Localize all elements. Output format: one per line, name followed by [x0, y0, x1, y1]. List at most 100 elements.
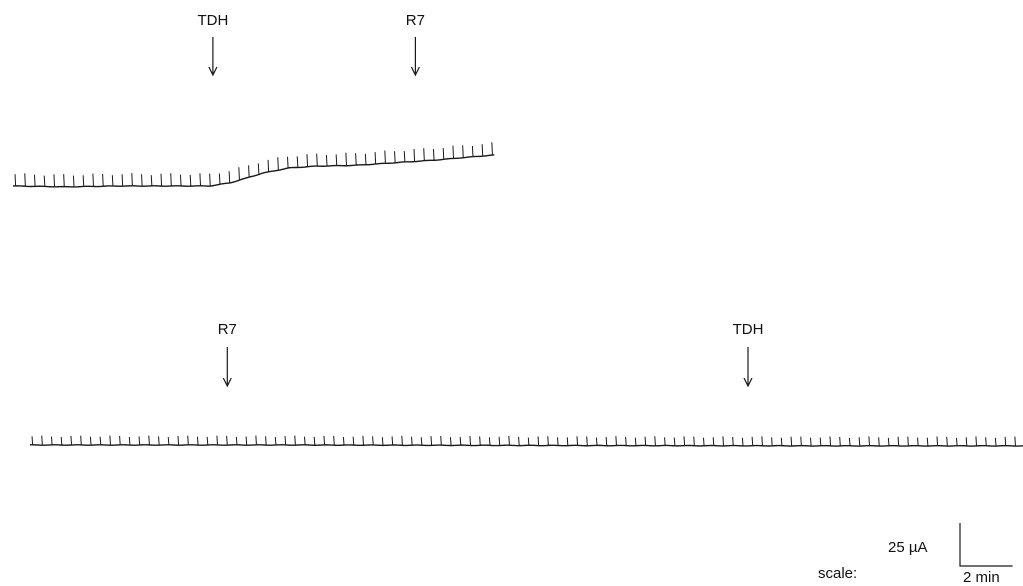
pulse-tick — [372, 436, 374, 446]
pulse-tick — [771, 437, 773, 446]
pulse-tick — [576, 436, 579, 446]
pulse-tick — [432, 149, 435, 161]
pulse-tick — [887, 437, 890, 446]
pulse-tick — [848, 437, 851, 446]
pulse-tick — [761, 436, 763, 446]
pulse-tick — [50, 436, 53, 446]
pulse-tick — [70, 435, 73, 446]
pulse-tick — [274, 437, 277, 446]
pulse-tick — [965, 437, 968, 446]
scale-group: scale: 25 µA 2 min — [818, 523, 1013, 586]
pulse-tick — [384, 150, 386, 164]
pulse-tick — [128, 436, 131, 446]
pulse-tick — [452, 145, 455, 159]
pulse-tick — [325, 154, 328, 166]
pulse-tick — [138, 436, 141, 446]
pulse-tick — [440, 435, 442, 446]
pulse-tick — [673, 437, 676, 446]
pulse-tick — [420, 437, 423, 446]
pulse-tick — [780, 437, 783, 446]
pulse-tick — [751, 436, 754, 446]
pulse-tick — [121, 174, 124, 187]
trace-1: TDH R7 — [12, 12, 495, 188]
pulse-tick — [712, 437, 715, 446]
pulse-tick — [634, 437, 637, 446]
pulse-tick — [374, 152, 377, 165]
pulse-tick — [226, 435, 228, 446]
pulse-tick — [170, 173, 172, 187]
pulse-tick — [732, 436, 734, 446]
baseline-trace — [29, 444, 1023, 447]
pulse-tick — [442, 148, 445, 160]
pulse-tick — [491, 142, 493, 156]
pulse-tick — [31, 436, 34, 446]
pulse-tick — [810, 437, 812, 446]
baseline-trace — [12, 154, 495, 188]
pulse-tick — [557, 437, 559, 446]
pulse-tick — [199, 173, 202, 187]
pulse-tick — [702, 437, 705, 446]
scale-bar — [959, 523, 1013, 567]
pulse-tick — [741, 437, 744, 446]
pulse-tick — [459, 437, 462, 446]
event-arrow — [208, 37, 218, 77]
pulse-tick — [471, 145, 474, 157]
pulse-tick — [296, 156, 299, 168]
pulse-tick — [430, 436, 433, 446]
pulse-tick — [24, 173, 26, 187]
event-label: R7 — [218, 321, 237, 338]
pulse-tick — [355, 153, 357, 166]
pulse-tick — [488, 437, 491, 446]
pulse-tick — [119, 435, 121, 446]
pulse-tick — [306, 154, 309, 167]
pulse-tick — [333, 435, 335, 446]
pulse-tick — [364, 153, 367, 165]
pulse-tick — [63, 174, 65, 187]
pulse-tick — [693, 436, 695, 446]
pulse-tick — [216, 435, 219, 446]
pulse-tick — [209, 173, 211, 187]
pulse-tick — [498, 436, 501, 446]
pulse-tick — [352, 436, 355, 446]
event-label: TDH — [197, 12, 228, 29]
pulse-tick — [595, 437, 598, 446]
pulse-tick — [381, 437, 384, 446]
pulse-tick — [43, 175, 46, 187]
pulse-tick — [235, 436, 238, 446]
pulse-tick — [479, 436, 481, 446]
pulse-tick — [926, 437, 929, 446]
pulse-tick — [936, 436, 939, 446]
pulse-tick — [92, 173, 94, 187]
pulse-tick — [878, 437, 880, 446]
pulse-tick — [284, 436, 287, 446]
pulse-tick — [897, 436, 900, 446]
pulse-tick — [257, 163, 260, 175]
pulse-tick — [644, 436, 647, 446]
pulse-tick — [287, 156, 289, 169]
pulse-tick — [413, 148, 416, 162]
pulse-tick — [955, 437, 958, 446]
pulse-tick — [41, 435, 43, 446]
pulse-tick — [187, 435, 189, 446]
pulse-tick — [664, 437, 666, 446]
pulse-tick — [401, 435, 403, 446]
pulse-tick — [238, 167, 240, 181]
pulse-tick — [89, 436, 92, 446]
pulse-tick — [323, 435, 326, 446]
event-arrow — [222, 347, 232, 388]
pulse-tick — [1014, 436, 1016, 446]
pulse-tick — [654, 436, 656, 446]
pulse-tick — [148, 435, 150, 446]
pulse-tick — [481, 144, 484, 157]
pulse-tick — [975, 436, 978, 446]
event-arrow — [410, 37, 420, 77]
pulse-tick — [527, 437, 530, 446]
pulse-tick — [1004, 436, 1007, 446]
pulse-tick — [72, 175, 75, 187]
pulse-tick — [907, 436, 909, 446]
pulse-tick — [469, 435, 472, 446]
pulse-tick — [362, 435, 364, 446]
pulse-tick — [790, 436, 793, 446]
pulse-tick — [82, 175, 85, 187]
pulse-tick — [196, 436, 199, 446]
